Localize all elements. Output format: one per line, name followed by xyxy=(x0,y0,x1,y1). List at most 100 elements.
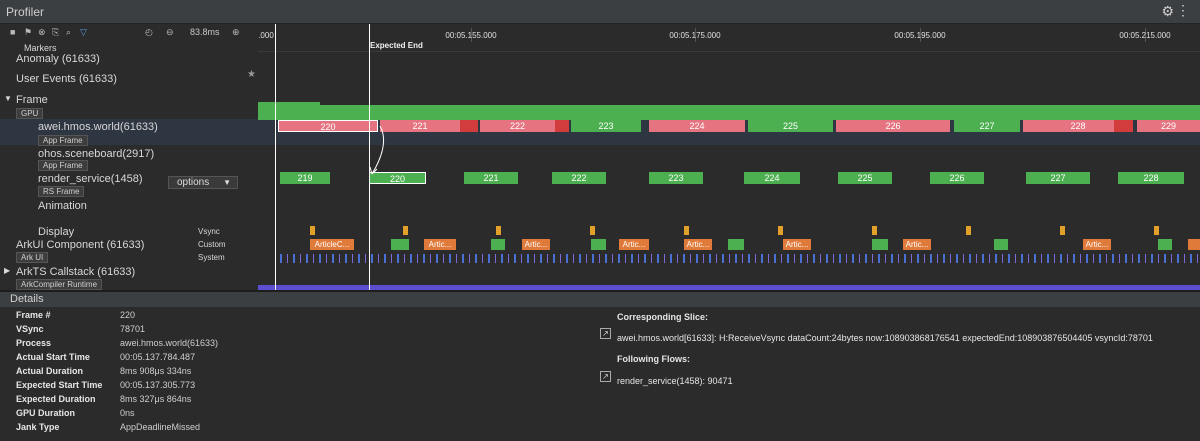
display-track-label[interactable]: Display xyxy=(38,226,75,238)
expand-frame-icon[interactable]: ▼ xyxy=(4,94,12,103)
stop-icon[interactable]: ■ xyxy=(10,27,16,37)
vsync-mark[interactable] xyxy=(310,226,315,235)
vsync-mark[interactable] xyxy=(966,226,971,235)
vsync-mark[interactable] xyxy=(778,226,783,235)
field-key: Expected Start Time xyxy=(16,380,103,390)
vsync-mark[interactable] xyxy=(872,226,877,235)
app-frame-jank[interactable] xyxy=(555,120,569,132)
export-icon[interactable]: ⎘ xyxy=(52,27,60,37)
arkui-slice[interactable] xyxy=(591,239,606,250)
rs-frame-bar[interactable]: 228 xyxy=(1118,172,1184,184)
animation-track-label[interactable]: Animation xyxy=(38,200,87,212)
app-frame-bar[interactable]: 224 xyxy=(649,120,745,132)
flag-icon[interactable]: ⚑ xyxy=(24,27,33,37)
system-lane[interactable] xyxy=(280,254,1200,263)
app-frame-bar[interactable]: 221 xyxy=(380,120,460,132)
clear-icon[interactable]: ⊗ xyxy=(38,27,46,37)
app-track-label[interactable]: awei.hmos.world(61633) xyxy=(38,121,158,133)
following-flow-link[interactable]: render_service(1458): 90471 xyxy=(617,376,733,386)
corresponding-slice-link[interactable]: awei.hmos.world[61633]: H:ReceiveVsync d… xyxy=(617,333,1153,343)
sceneboard-track-label[interactable]: ohos.sceneboard(2917) xyxy=(38,148,155,160)
arkui-track-label[interactable]: ArkUI Component (61633) xyxy=(16,239,145,251)
rs-frame-bar[interactable]: 223 xyxy=(649,172,703,184)
vsync-mark[interactable] xyxy=(684,226,689,235)
frame-number: 227 xyxy=(1050,173,1066,183)
track-labels: Markers Anomaly (61633) User Events (616… xyxy=(0,42,258,290)
arkui-slice[interactable]: Artic... xyxy=(903,239,931,250)
rs-frame-bar[interactable]: 219 xyxy=(280,172,330,184)
app-frame-bar[interactable]: 228 xyxy=(1023,120,1133,132)
rs-frame-bar[interactable]: 225 xyxy=(838,172,892,184)
rs-frame-bar[interactable]: 224 xyxy=(744,172,800,184)
star-icon[interactable]: ★ xyxy=(247,69,256,80)
gear-icon[interactable]: ⚙ xyxy=(1161,3,1174,19)
arkui-slice[interactable]: Artic... xyxy=(522,239,550,250)
rs-frame-bar[interactable]: 226 xyxy=(930,172,984,184)
arkts-track-label[interactable]: ArkTS Callstack (61633) xyxy=(16,266,136,278)
arkui-slice[interactable] xyxy=(1188,239,1200,250)
field-value: 8ms 908μs 334ns xyxy=(120,366,192,376)
markers-label: Markers xyxy=(24,43,57,53)
splitter[interactable] xyxy=(0,290,1200,292)
frame-number: 223 xyxy=(598,121,614,131)
arkui-slice[interactable] xyxy=(728,239,744,250)
app-frame-bar[interactable]: 226 xyxy=(836,120,950,132)
timeline-lanes[interactable]: 220 221 222 223 224 225 226 227 228 229 … xyxy=(258,52,1200,290)
user-events-track-label[interactable]: User Events (61633) xyxy=(16,73,117,85)
vsync-mark[interactable] xyxy=(403,226,408,235)
history-icon[interactable]: ◴ xyxy=(145,27,153,37)
filter-icon[interactable]: ▽ xyxy=(80,27,87,37)
time-ruler[interactable]: .000 00:05.155.000 00:05.175.000 00:05.1… xyxy=(258,24,1200,52)
vsync-mark[interactable] xyxy=(590,226,595,235)
arkui-slice[interactable] xyxy=(391,239,409,250)
arkui-slice[interactable]: Artic... xyxy=(619,239,649,250)
app-frame-jank[interactable] xyxy=(1114,120,1133,132)
app-frame-bar[interactable]: 223 xyxy=(571,120,641,132)
gpu-badge: GPU xyxy=(16,108,44,119)
app-frame-bar[interactable]: 225 xyxy=(748,120,833,132)
app-frame-jank[interactable] xyxy=(460,120,478,132)
gpu-bar[interactable] xyxy=(320,105,1200,120)
arkui-slice[interactable] xyxy=(1158,239,1172,250)
anomaly-track-label[interactable]: Anomaly (61633) xyxy=(16,53,100,65)
arkui-slice[interactable]: Artic... xyxy=(1083,239,1111,250)
link-icon[interactable]: ↗ xyxy=(600,371,611,382)
app-frame-bar[interactable]: 222 xyxy=(480,120,555,132)
rs-frame-bar[interactable]: 227 xyxy=(1026,172,1090,184)
field-value: AppDeadlineMissed xyxy=(120,422,201,432)
arkui-slice[interactable]: Artic... xyxy=(684,239,712,250)
app-frame-bar[interactable]: 227 xyxy=(954,120,1020,132)
rs-frame-bar[interactable]: 222 xyxy=(552,172,606,184)
expected-end-line[interactable] xyxy=(369,24,370,290)
expand-arkts-icon[interactable]: ▶ xyxy=(4,266,11,275)
zoom-out-icon[interactable]: ⊖ xyxy=(166,27,174,37)
frame-number: 222 xyxy=(509,121,526,131)
arkui-slice[interactable] xyxy=(872,239,888,250)
vsync-mark[interactable] xyxy=(496,226,501,235)
slice-label: ArticleC... xyxy=(314,240,350,249)
more-icon[interactable]: ⋮ xyxy=(1176,2,1190,18)
arkui-slice[interactable] xyxy=(994,239,1008,250)
rs-frame-bar[interactable]: 221 xyxy=(464,172,518,184)
vsync-mark[interactable] xyxy=(1060,226,1065,235)
frame-track-label[interactable]: Frame xyxy=(16,94,48,106)
gpu-bar[interactable] xyxy=(258,102,320,120)
rs-frame-badge: RS Frame xyxy=(38,186,85,197)
app-frame-bar[interactable]: 220 xyxy=(278,120,378,132)
arkui-slice[interactable] xyxy=(491,239,505,250)
render-service-track-label[interactable]: render_service(1458) xyxy=(38,173,143,185)
ruler-tick-label: 00:05.175.000 xyxy=(669,31,721,40)
app-frame-bar[interactable]: 229 xyxy=(1137,120,1200,132)
arkui-slice[interactable]: ArticleC... xyxy=(310,239,354,250)
arkts-lane[interactable] xyxy=(258,285,1200,290)
search-icon[interactable]: ⌕ xyxy=(66,27,72,37)
arkui-slice[interactable]: Artic... xyxy=(424,239,456,250)
link-icon[interactable]: ↗ xyxy=(600,328,611,339)
zoom-in-icon[interactable]: ⊕ xyxy=(232,27,240,37)
vsync-mark[interactable] xyxy=(1154,226,1159,235)
cursor-line[interactable] xyxy=(275,24,276,290)
arkui-slice[interactable]: Artic... xyxy=(783,239,811,250)
options-dropdown[interactable]: options ▼ xyxy=(168,176,238,189)
rs-frame-bar[interactable]: 220 xyxy=(369,172,426,184)
toolbar: ■ ⚑ ⊗ ⎘ ⌕ ▽ ◴ ⊖ 83.8ms ⊕ xyxy=(0,24,258,42)
